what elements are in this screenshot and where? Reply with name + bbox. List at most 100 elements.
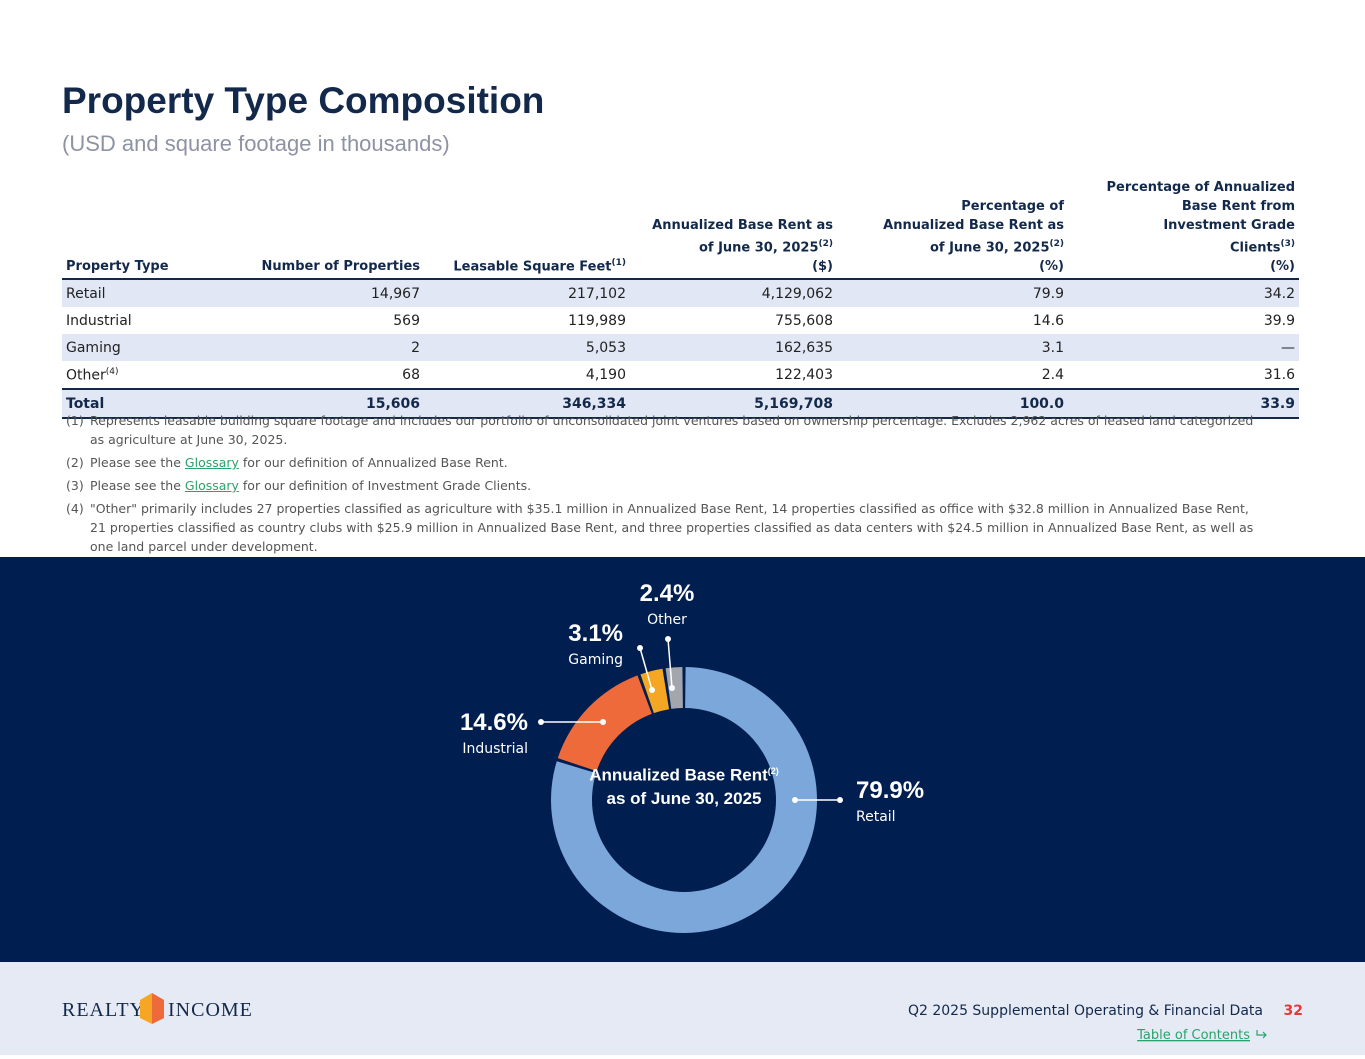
leader-dot <box>538 719 544 725</box>
cell-text: 2 <box>411 339 420 356</box>
footnote-number: (1) <box>66 413 84 428</box>
value-label: 79.9% <box>856 777 924 804</box>
table-cell: 14.6 <box>837 307 1068 334</box>
toc-link[interactable]: Table of Contents <box>1136 1028 1250 1043</box>
cell-text: 5,169,708 <box>754 395 833 412</box>
footnote-number: (4) <box>66 501 84 516</box>
leader-dot <box>792 797 798 803</box>
total-cell: 5,169,708 <box>630 388 837 420</box>
table: Property Type Number of Properties Leasabl… <box>62 178 1299 420</box>
cell-text: 14,967 <box>371 285 420 302</box>
footnote-text: Please see the Glossary for our definiti… <box>90 476 531 495</box>
center-text: Annualized Base Rent <box>589 765 768 785</box>
footnote-after: for our definition of Investment Grade C… <box>238 478 532 493</box>
total-cell: 346,334 <box>424 388 630 420</box>
center-note: (2) <box>767 766 779 776</box>
toc-arrow[interactable] <box>1256 1030 1267 1039</box>
cell-text: 100.0 <box>1019 395 1064 412</box>
glossary-link[interactable]: Glossary <box>184 455 239 470</box>
value-label: 2.4% <box>640 580 695 607</box>
leader-dot <box>637 645 643 651</box>
chart-band: 79.9% Retail 14.6% Industrial 3.1% Gaming 2.4%… <box>0 557 1365 962</box>
leader-dot <box>649 687 655 693</box>
footer-graphics: REALTY INCOME Q2 2025 Supplemental Opera… <box>62 993 1303 1043</box>
table-cell: 31.6 <box>1068 361 1299 389</box>
footnote: (3) Please see the Glossary for our defin… <box>66 476 1266 495</box>
cell-note: (4) <box>105 366 119 377</box>
header-note: (3) <box>1280 239 1296 249</box>
title: Property Type Composition <box>62 80 545 121</box>
header-unit: ($) <box>812 259 833 275</box>
column-header: Percentage of Annualized Base Rent as of… <box>837 178 1068 281</box>
cell-text: 5,053 <box>585 339 626 356</box>
table-cell: Industrial <box>62 307 220 334</box>
footnote-text: Please see the Glossary for our definiti… <box>90 453 508 472</box>
column-header: Percentage of Annualized Base Rent from … <box>1068 178 1299 281</box>
subtitle: (USD and square footage in thousands) <box>62 131 450 156</box>
table-row: Industrial 569 119,989 755,608 14.6 39.9 <box>62 307 1299 334</box>
logo-icon-side <box>152 993 164 1024</box>
footnote-text: "Other" primarily includes 27 properties… <box>90 499 1266 556</box>
header-note: (1) <box>611 258 627 268</box>
table-cell: 3.1 <box>837 334 1068 362</box>
header-note: (2) <box>818 239 834 249</box>
total-cell: 33.9 <box>1068 388 1299 420</box>
header-text: Leasable Square Feet(1) <box>428 254 626 276</box>
table-cell: — <box>1068 334 1299 362</box>
cell-text: 346,334 <box>562 395 626 412</box>
leader-dot <box>669 685 675 691</box>
header-label: Number of Properties <box>261 259 420 275</box>
center-label: Annualized Base Rent(2) as of June 30, 2… <box>584 760 784 810</box>
leader-dot <box>665 636 671 642</box>
donut-chart: 79.9% Retail 14.6% Industrial 3.1% Gaming 2.4%… <box>460 580 924 934</box>
table-cell: 217,102 <box>424 279 630 308</box>
table-cell: Retail <box>62 279 220 308</box>
cell-text: 15,606 <box>365 395 420 412</box>
value-label: 14.6% <box>460 709 528 736</box>
glossary-link[interactable]: Glossary <box>184 478 239 493</box>
category-label: Industrial <box>462 741 528 757</box>
cell-text: 39.9 <box>1263 312 1295 329</box>
logo-left: REALTY <box>62 999 145 1021</box>
header-unit: (%) <box>1270 259 1295 275</box>
total-cell: 100.0 <box>837 388 1068 420</box>
header-row: Property Type Number of Properties Leasabl… <box>62 178 1299 281</box>
cell-text: 4,190 <box>585 366 626 383</box>
document-title: Q2 2025 Supplemental Operating & Financi… <box>908 1003 1263 1019</box>
cell-text: 34.2 <box>1263 285 1295 302</box>
column-header: Number of Properties <box>220 178 424 281</box>
footnote-text: Represents leasable building square foot… <box>90 411 1266 449</box>
table-cell: 2.4 <box>837 361 1068 389</box>
table-cell: 4,129,062 <box>630 279 837 308</box>
table-cell: Other(4) <box>62 361 220 389</box>
header-label: Leasable Square Feet <box>453 259 612 275</box>
table-row: Retail 14,967 217,102 4,129,062 79.9 34.2 <box>62 279 1299 308</box>
cell-text: 14.6 <box>1032 312 1064 329</box>
table-cell: 79.9 <box>837 279 1068 308</box>
category-label: Other <box>647 612 687 628</box>
table-cell: 2 <box>220 334 424 362</box>
header-text: Percentage of Annualized Base Rent from … <box>1095 178 1295 257</box>
cell-text: 79.9 <box>1032 285 1064 302</box>
footnote-number: (3) <box>66 478 84 493</box>
header-label: Percentage of Annualized Base Rent as of… <box>883 199 1064 256</box>
column-header: Annualized Base Rent as of June 30, 2025… <box>630 178 837 281</box>
table-cell: 755,608 <box>630 307 837 334</box>
header-note: (2) <box>1049 239 1065 249</box>
table-cell: 162,635 <box>630 334 837 362</box>
leader-line <box>639 647 653 691</box>
cell-text: 4,129,062 <box>761 285 833 302</box>
header-text: Property Type <box>66 257 216 276</box>
footnote-after: for our definition of Annualized Base Re… <box>238 455 508 470</box>
cell-text: 3.1 <box>1041 339 1064 356</box>
table-cell: 34.2 <box>1068 279 1299 308</box>
cell-text: — <box>1281 339 1295 356</box>
leader-dot <box>600 719 606 725</box>
center-after: as of June 30, 2025 <box>606 788 762 808</box>
cell-text: 217,102 <box>568 285 626 302</box>
table-cell: 569 <box>220 307 424 334</box>
footnote: (2) Please see the Glossary for our defin… <box>66 453 1266 472</box>
leader-dot <box>837 797 843 803</box>
column-header: Leasable Square Feet(1) <box>424 178 630 281</box>
